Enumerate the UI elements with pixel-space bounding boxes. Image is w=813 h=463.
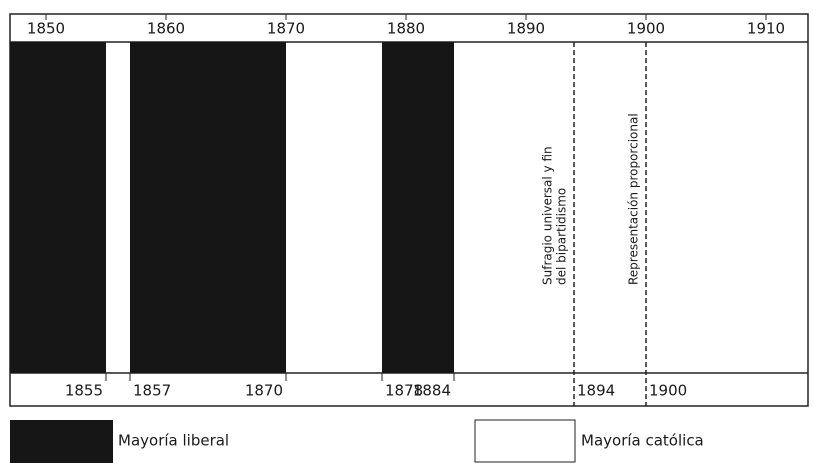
event-year: 1894 xyxy=(577,382,615,400)
legend-label: Mayoría liberal xyxy=(118,432,229,450)
period-bar xyxy=(382,42,454,373)
x-tick-label: 1890 xyxy=(507,20,545,38)
boundary-label: 1855 xyxy=(65,382,103,400)
x-tick-label: 1850 xyxy=(27,20,65,38)
legend-swatch xyxy=(10,420,113,463)
legend-label: Mayoría católica xyxy=(581,432,704,450)
period-bar xyxy=(10,42,106,373)
x-tick-label: 1880 xyxy=(387,20,425,38)
x-tick-label: 1910 xyxy=(747,20,785,38)
event-year: 1900 xyxy=(649,382,687,400)
event-label: Sufragio universal y fin xyxy=(541,146,555,285)
boundary-label: 1878 xyxy=(385,382,423,400)
period-bar xyxy=(130,42,286,373)
boundary-label: 1870 xyxy=(245,382,283,400)
x-tick-label: 1860 xyxy=(147,20,185,38)
boundary-label: 1857 xyxy=(133,382,171,400)
boundary-label: 1884 xyxy=(413,382,451,400)
event-label: del bipartidismo xyxy=(555,188,569,285)
event-label: Representación proporcional xyxy=(627,113,641,285)
x-tick-label: 1870 xyxy=(267,20,305,38)
x-tick-label: 1900 xyxy=(627,20,665,38)
legend-swatch xyxy=(474,419,576,463)
